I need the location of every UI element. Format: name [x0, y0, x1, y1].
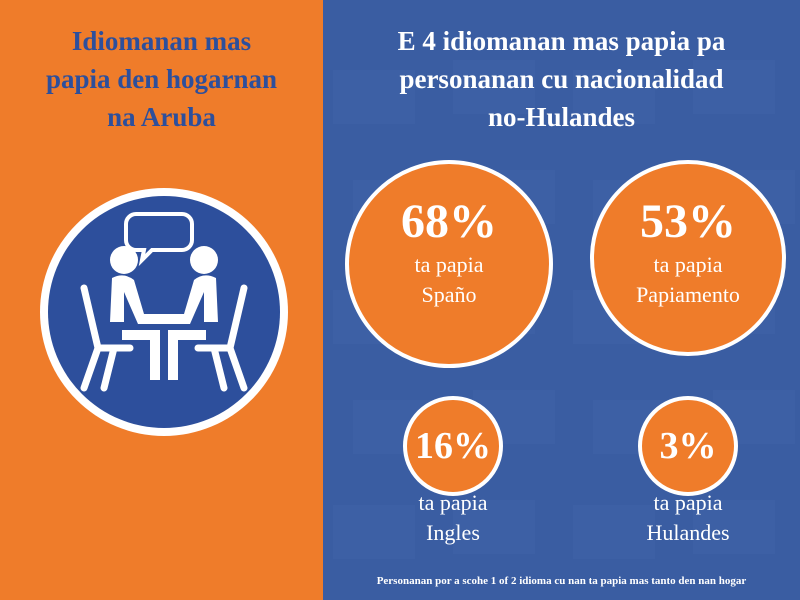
stat-verb: ta papia: [653, 490, 723, 515]
stat-verb: ta papia: [414, 252, 484, 277]
stat-percent: 53%: [640, 195, 736, 248]
footnote: Personanan por a scohe 1 of 2 idioma cu …: [376, 575, 747, 587]
stat-language: Hulandes: [646, 520, 730, 545]
stat-language: Ingles: [426, 520, 480, 545]
stat-verb: ta papia: [653, 252, 723, 277]
stat-bubble-dutch: 3%: [638, 396, 738, 496]
stat-language: Spaño: [421, 282, 477, 307]
stat-verb: ta papia: [418, 490, 488, 515]
two-people-conversation-icon: [40, 188, 288, 436]
left-title: Idiomanan mas papia den hogarnan na Arub…: [0, 22, 323, 136]
stat-caption-dutch: ta papia Hulandes: [618, 488, 758, 548]
stat-percent: 68%: [401, 195, 497, 248]
stat-percent: 3%: [659, 425, 717, 467]
conversation-logo: [36, 184, 292, 440]
right-title-line: personanan cu nacionalidad: [399, 64, 724, 94]
stat-bubble-english: 16%: [403, 396, 503, 496]
left-title-line: papia den hogarnan: [45, 64, 278, 94]
left-title-line: Idiomanan mas: [71, 26, 252, 56]
left-title-line: na Aruba: [107, 102, 216, 132]
right-title-line: no-Hulandes: [487, 102, 636, 132]
right-title-line: E 4 idiomanan mas papia pa: [397, 26, 726, 56]
stat-caption-english: ta papia Ingles: [383, 488, 523, 548]
stat-bubble-papiamento: 53% ta papia Papiamento: [590, 160, 786, 356]
stat-bubble-spanish: 68% ta papia Spaño: [345, 160, 553, 368]
stat-percent: 16%: [415, 425, 491, 467]
stat-language: Papiamento: [636, 282, 740, 307]
right-title: E 4 idiomanan mas papia pa personanan cu…: [323, 22, 800, 136]
